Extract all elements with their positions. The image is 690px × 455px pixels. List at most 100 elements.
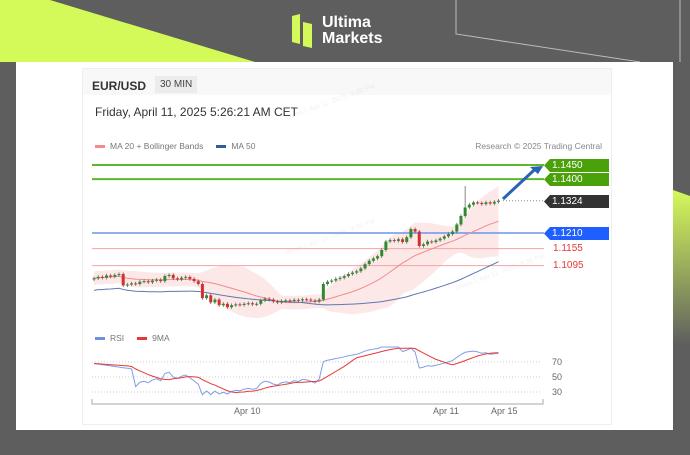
candle xyxy=(267,298,271,300)
candle xyxy=(217,299,221,306)
timeframe-badge[interactable]: 30 MIN xyxy=(155,76,198,93)
candle xyxy=(150,280,154,283)
candle xyxy=(155,279,159,281)
candle xyxy=(225,303,229,308)
candle xyxy=(488,202,492,204)
candle xyxy=(121,274,125,286)
legend-swatch-9ma xyxy=(137,336,148,340)
candle xyxy=(342,276,346,278)
legend-swatch-ma50 xyxy=(216,144,227,148)
candle xyxy=(246,303,250,305)
candle xyxy=(180,277,184,280)
candle xyxy=(184,276,188,278)
candle xyxy=(296,299,300,301)
candle xyxy=(255,303,259,305)
candle xyxy=(92,278,96,280)
candle xyxy=(167,274,171,277)
candle xyxy=(288,300,292,302)
candle xyxy=(417,231,421,247)
candle xyxy=(100,276,104,278)
candle xyxy=(413,229,417,232)
chart-datetime: Friday, April 11, 2025 5:26:21 AM CET xyxy=(95,105,298,119)
legend-ma50: MA 50 xyxy=(231,141,256,151)
candle xyxy=(109,275,113,277)
rsi-legend: RSI 9MA xyxy=(95,333,170,343)
candle xyxy=(163,276,167,282)
ultima-markets-logo: Ultima Markets xyxy=(292,14,382,48)
legend-swatch-rsi xyxy=(95,336,105,340)
candle xyxy=(334,278,338,281)
candle xyxy=(142,281,146,283)
rsi-tick-30: 30 xyxy=(552,387,563,397)
rsi-line xyxy=(93,346,499,396)
level-label-1155: 1.1155 xyxy=(553,243,583,254)
candle xyxy=(451,231,455,235)
candle xyxy=(188,276,192,279)
candle xyxy=(234,304,238,306)
candle xyxy=(405,237,409,243)
candle xyxy=(125,284,129,286)
level-label-1095: 1.1095 xyxy=(553,260,584,271)
candle xyxy=(471,202,475,205)
candle xyxy=(96,276,100,279)
rsi-9ma-line xyxy=(93,347,499,394)
candle xyxy=(192,278,196,282)
candle xyxy=(326,281,330,284)
legend-ma20: MA 20 + Bollinger Bands xyxy=(110,141,204,151)
candle xyxy=(317,299,321,302)
forecast-arrow xyxy=(501,168,537,201)
candle xyxy=(392,240,396,242)
candle xyxy=(480,202,484,205)
x-tick-apr11: Apr 11 xyxy=(433,406,459,416)
candle xyxy=(401,239,405,243)
candle xyxy=(363,264,367,269)
candle xyxy=(213,299,217,303)
candle xyxy=(280,300,284,303)
candle xyxy=(175,278,179,280)
candle xyxy=(200,283,204,299)
rsi-tick-70: 70 xyxy=(552,357,563,367)
candle xyxy=(338,277,342,279)
level-tag-1210: 1.1210 xyxy=(544,227,609,240)
legend-9ma: 9MA xyxy=(152,333,170,343)
candle xyxy=(384,241,388,250)
candle xyxy=(380,249,384,257)
candle xyxy=(242,303,246,305)
candle xyxy=(455,224,459,232)
candle xyxy=(146,281,150,283)
candle xyxy=(205,295,209,299)
candle xyxy=(430,241,434,243)
candle xyxy=(275,301,279,303)
price-chart xyxy=(91,164,544,405)
candle xyxy=(426,241,430,245)
candle xyxy=(355,271,359,273)
candle xyxy=(442,236,446,239)
candle xyxy=(313,300,317,302)
candle xyxy=(351,272,355,275)
candle xyxy=(159,279,163,282)
bollinger-band xyxy=(94,186,499,319)
candle xyxy=(409,229,413,238)
last-price-tag: 1.1324 xyxy=(544,195,609,208)
logo-line2: Markets xyxy=(322,30,383,47)
candle xyxy=(321,283,325,300)
candle xyxy=(359,268,363,272)
candle xyxy=(459,215,463,225)
legend-swatch-ma20 xyxy=(95,144,105,148)
candle xyxy=(196,281,200,284)
candle xyxy=(263,298,267,301)
x-tick-apr10: Apr 10 xyxy=(234,406,261,416)
x-tick-apr15: Apr 15 xyxy=(491,406,518,416)
candle xyxy=(434,240,438,243)
candle xyxy=(330,280,334,282)
candle xyxy=(301,299,304,301)
candle xyxy=(346,274,350,277)
candle xyxy=(284,300,288,302)
candle xyxy=(496,200,500,202)
legend-rsi: RSI xyxy=(110,333,125,343)
forecast-arrowhead xyxy=(530,166,543,175)
price-legend: MA 20 + Bollinger Bands MA 50 xyxy=(95,141,255,151)
candle xyxy=(484,202,488,205)
candle xyxy=(171,274,175,279)
